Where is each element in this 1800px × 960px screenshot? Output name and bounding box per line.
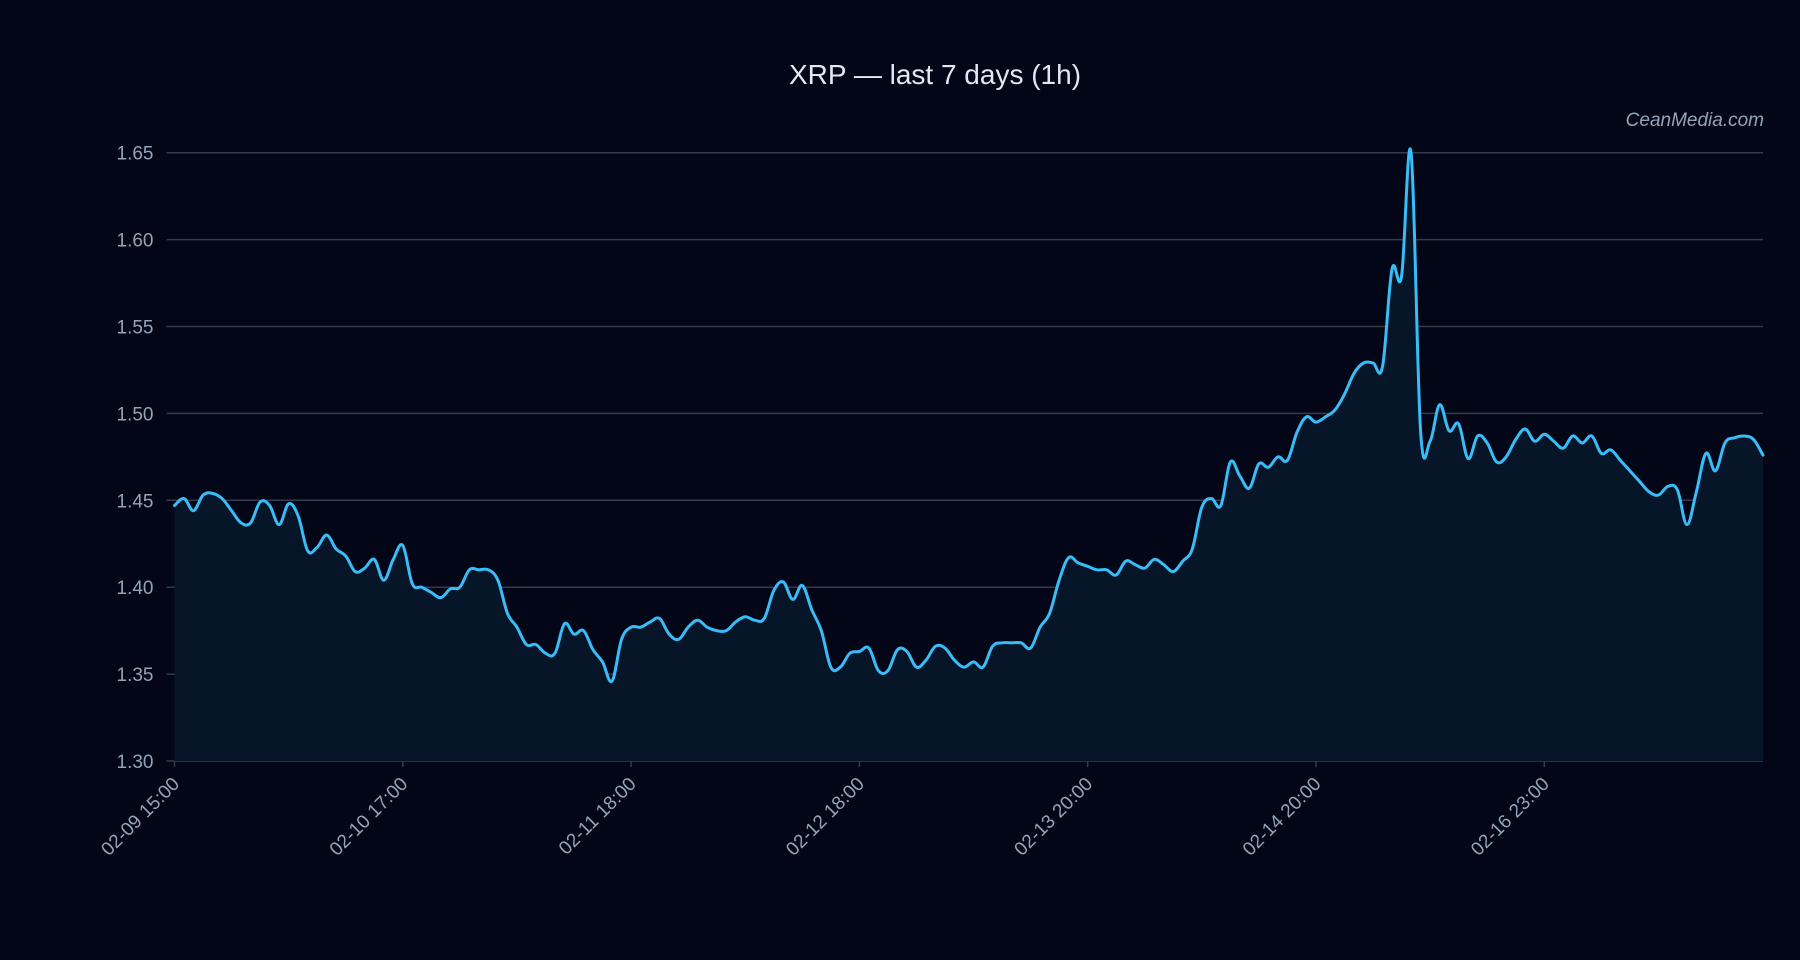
- y-tick-label: 1.30: [117, 752, 154, 773]
- y-tick-label: 1.45: [117, 491, 154, 512]
- y-tick-label: 1.50: [117, 404, 154, 425]
- chart-title: XRP — last 7 days (1h): [789, 59, 1081, 90]
- y-tick-label: 1.35: [117, 665, 154, 686]
- y-tick-label: 1.65: [117, 144, 154, 165]
- y-tick-label: 1.60: [117, 231, 154, 252]
- y-axis-ticks: 1.30 1.35 1.40 1.45 1.50 1.55 1.60 1.65: [117, 144, 154, 773]
- watermark: CeanMedia.com: [1626, 110, 1764, 131]
- y-tick-label: 1.40: [117, 578, 154, 599]
- series-area-fill: [174, 148, 1763, 762]
- series-line: [173, 147, 1765, 684]
- y-tick-label: 1.55: [117, 318, 154, 339]
